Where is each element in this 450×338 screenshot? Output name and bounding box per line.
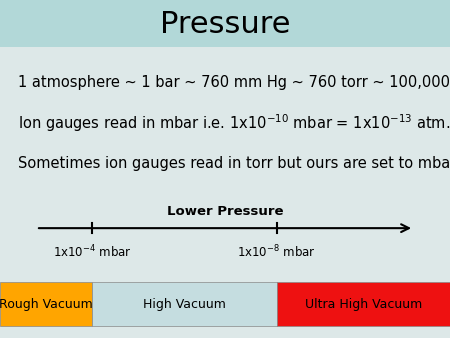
Text: 1x10$^{-4}$ mbar: 1x10$^{-4}$ mbar [53,243,132,260]
Bar [0,0,450,47]
Text: Pressure: Pressure [160,10,290,39]
Text: Ultra High Vacuum: Ultra High Vacuum [305,298,422,311]
Text: Rough Vacuum: Rough Vacuum [0,298,93,311]
Text: Lower Pressure: Lower Pressure [167,205,283,218]
Bar [0,282,92,326]
Text: High Vacuum: High Vacuum [143,298,226,311]
Bar [92,282,277,326]
Text: 1x10$^{-8}$ mbar: 1x10$^{-8}$ mbar [237,243,316,260]
Text: Sometimes ion gauges read in torr but ours are set to mbar: Sometimes ion gauges read in torr but ou… [18,156,450,171]
Text: 1 atmosphere ~ 1 bar ~ 760 mm Hg ~ 760 torr ~ 100,000 Pa: 1 atmosphere ~ 1 bar ~ 760 mm Hg ~ 760 t… [18,75,450,90]
Bar [277,282,450,326]
Text: Ion gauges read in mbar i.e. 1x10$^{-10}$ mbar = 1x10$^{-13}$ atm.: Ion gauges read in mbar i.e. 1x10$^{-10}… [18,113,450,134]
